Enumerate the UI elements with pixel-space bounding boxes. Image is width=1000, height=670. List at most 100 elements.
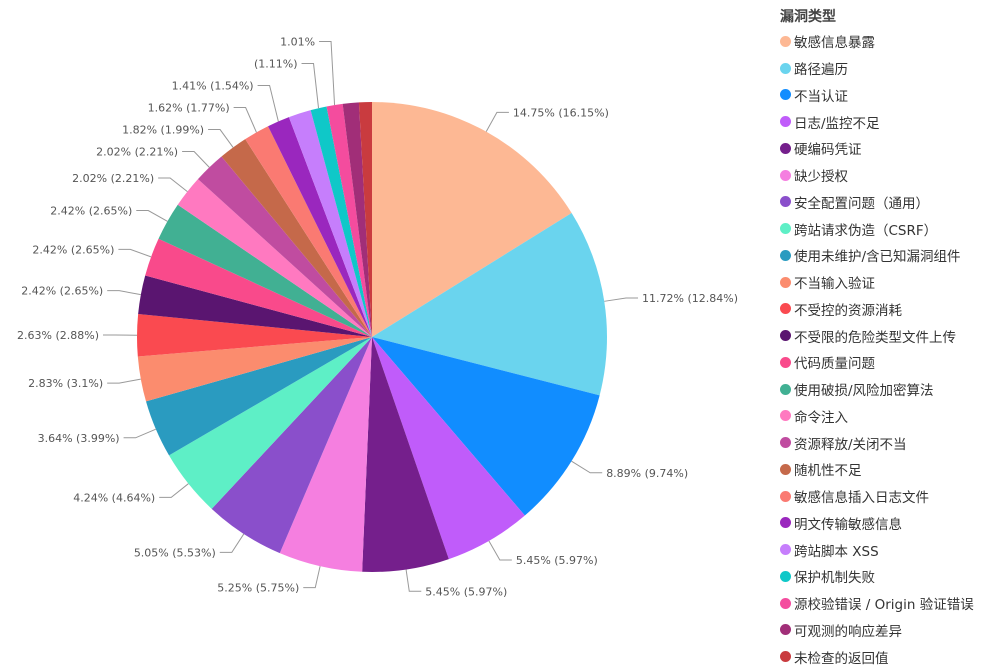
data-label: 2.42% (2.65%): [32, 243, 114, 256]
data-label: 14.75% (16.15%): [513, 106, 609, 119]
leader-line: [258, 86, 279, 122]
legend-marker: [780, 571, 791, 582]
data-label: 5.45% (5.97%): [425, 585, 507, 598]
legend-label: 未检查的返回值: [794, 647, 889, 667]
leader-line: [486, 112, 509, 131]
data-label: (1.11%): [254, 58, 298, 71]
legend-item[interactable]: 使用未维护/含已知漏洞组件: [780, 242, 974, 269]
legend-item[interactable]: 不受控的资源消耗: [780, 296, 974, 323]
leader-line: [572, 461, 603, 473]
legend-item[interactable]: 代码质量问题: [780, 349, 974, 376]
legend-label: 缺少授权: [794, 165, 848, 185]
legend-label: 明文传输敏感信息: [794, 513, 902, 533]
leader-line: [107, 291, 141, 295]
legend-label: 命令注入: [794, 406, 848, 426]
legend-label: 资源释放/关闭不当: [794, 433, 907, 453]
legend-marker: [780, 250, 791, 261]
legend-title: 漏洞类型: [780, 6, 974, 28]
leader-line: [182, 152, 209, 168]
leader-line: [303, 566, 320, 587]
legend-marker: [780, 517, 791, 528]
legend-marker: [780, 89, 791, 100]
legend-label: 不当输入验证: [794, 272, 875, 292]
leader-line: [406, 570, 421, 592]
data-label: 2.42% (2.65%): [21, 285, 103, 298]
legend-marker: [780, 277, 791, 288]
legend-item[interactable]: 敏感信息暴露: [780, 28, 974, 55]
leader-line: [319, 42, 335, 105]
legend-label: 硬编码凭证: [794, 138, 862, 158]
data-label: 11.72% (12.84%): [642, 292, 738, 305]
data-label: 5.05% (5.53%): [134, 546, 216, 559]
legend-item[interactable]: 不受限的危险类型文件上传: [780, 322, 974, 349]
legend-item[interactable]: 不当认证: [780, 82, 974, 109]
legend-label: 敏感信息插入日志文件: [794, 486, 929, 506]
legend-item[interactable]: 跨站请求伪造（CSRF）: [780, 215, 974, 242]
legend-label: 跨站请求伪造（CSRF）: [794, 219, 937, 239]
data-label: 2.02% (2.21%): [72, 172, 154, 185]
leader-line: [118, 249, 151, 256]
leader-line: [124, 429, 156, 438]
legend-label: 跨站脚本 XSS: [794, 540, 879, 560]
data-label: 1.62% (1.77%): [148, 102, 230, 115]
legend-item[interactable]: 不当输入验证: [780, 269, 974, 296]
legend-item[interactable]: 随机性不足: [780, 456, 974, 483]
leader-line: [489, 541, 512, 560]
legend-label: 使用未维护/含已知漏洞组件: [794, 245, 961, 265]
leader-line: [158, 178, 187, 192]
leader-line: [220, 534, 244, 552]
legend-label: 代码质量问题: [794, 352, 875, 372]
data-label: 1.82% (1.99%): [122, 124, 204, 137]
legend-marker: [780, 598, 791, 609]
legend-label: 敏感信息暴露: [794, 31, 875, 51]
legend-marker: [780, 384, 791, 395]
legend-item[interactable]: 敏感信息插入日志文件: [780, 483, 974, 510]
legend-label: 日志/监控不足: [794, 112, 880, 132]
legend-item[interactable]: 明文传输敏感信息: [780, 510, 974, 537]
legend-label: 不受控的资源消耗: [794, 299, 902, 319]
legend-item[interactable]: 资源释放/关闭不当: [780, 429, 974, 456]
leader-line: [107, 379, 141, 383]
legend-item[interactable]: 安全配置问题（通用）: [780, 189, 974, 216]
legend-item[interactable]: 跨站脚本 XSS: [780, 536, 974, 563]
legend-marker: [780, 464, 791, 475]
legend-item[interactable]: 路径遍历: [780, 55, 974, 82]
data-label: 2.02% (2.21%): [96, 146, 178, 159]
data-label: 5.45% (5.97%): [516, 554, 598, 567]
legend-item[interactable]: 未检查的返回值: [780, 643, 974, 670]
legend-item[interactable]: 保护机制失败: [780, 563, 974, 590]
legend-marker: [780, 544, 791, 555]
leader-line: [234, 108, 257, 133]
legend-item[interactable]: 可观测的响应差异: [780, 617, 974, 644]
legend-marker: [780, 491, 791, 502]
legend-marker: [780, 651, 791, 662]
legend-marker: [780, 63, 791, 74]
legend-label: 不受限的危险类型文件上传: [794, 326, 956, 346]
data-label: 3.64% (3.99%): [38, 432, 120, 445]
legend-marker: [780, 116, 791, 127]
legend-marker: [780, 223, 791, 234]
legend-item[interactable]: 源校验错误 / Origin 验证错误: [780, 590, 974, 617]
data-label: 5.25% (5.75%): [217, 582, 299, 595]
legend-label: 不当认证: [794, 85, 848, 105]
legend-item[interactable]: 日志/监控不足: [780, 108, 974, 135]
legend-marker: [780, 330, 791, 341]
data-label: 1.01%: [280, 36, 315, 49]
data-label: 8.89% (9.74%): [606, 467, 688, 480]
legend-item[interactable]: 命令注入: [780, 403, 974, 430]
leader-line: [604, 298, 638, 301]
legend-marker: [780, 303, 791, 314]
legend-item[interactable]: 使用破损/风险加密算法: [780, 376, 974, 403]
legend: 漏洞类型 敏感信息暴露路径遍历不当认证日志/监控不足硬编码凭证缺少授权安全配置问…: [780, 6, 974, 670]
legend-label: 可观测的响应差异: [794, 620, 902, 640]
legend-marker: [780, 410, 791, 421]
legend-marker: [780, 357, 791, 368]
leader-line: [208, 130, 233, 148]
legend-marker: [780, 143, 791, 154]
legend-marker: [780, 36, 791, 47]
data-label: 2.42% (2.65%): [50, 205, 132, 218]
legend-label: 源校验错误 / Origin 验证错误: [794, 593, 974, 613]
legend-item[interactable]: 缺少授权: [780, 162, 974, 189]
legend-item[interactable]: 硬编码凭证: [780, 135, 974, 162]
legend-label: 使用破损/风险加密算法: [794, 379, 934, 399]
